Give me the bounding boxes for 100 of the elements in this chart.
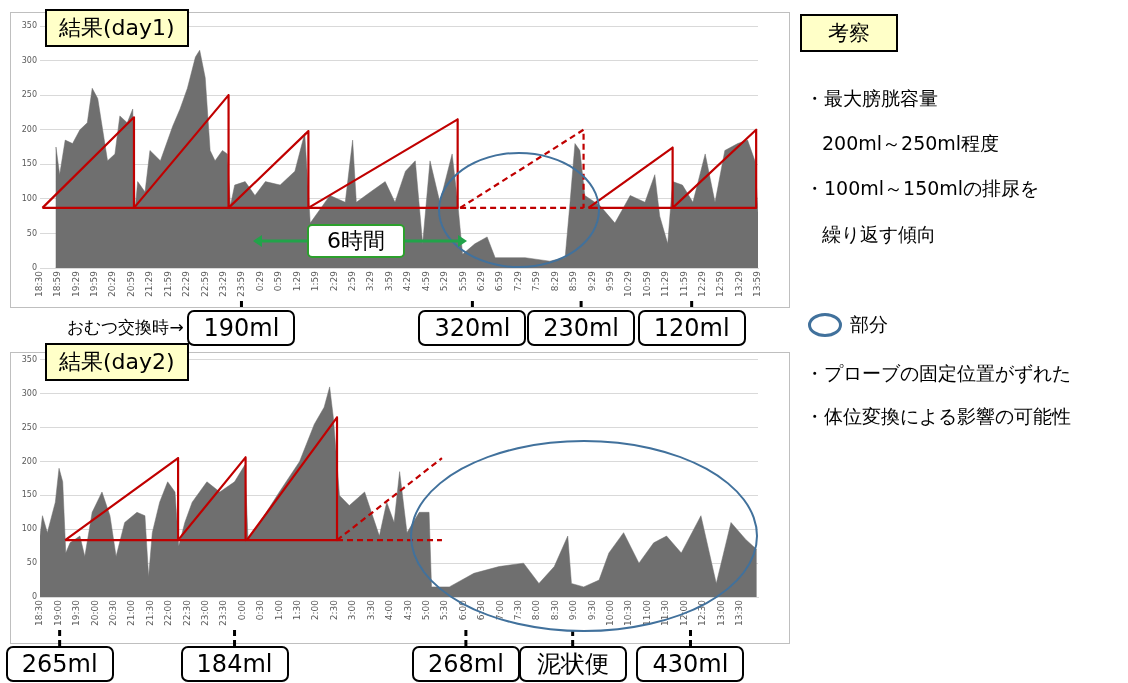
x-tick-label: 7:29: [512, 270, 523, 292]
y-tick-label: 100: [21, 524, 37, 534]
y-tick-label: 250: [21, 422, 37, 432]
x-tick-label: 20:59: [125, 270, 136, 297]
x-tick-label: 6:59: [494, 270, 505, 292]
x-tick-label: 22:30: [181, 599, 192, 626]
text: 繰り返す傾向: [822, 222, 936, 247]
y-tick-label: 200: [21, 124, 37, 134]
x-tick-label: 23:29: [217, 270, 228, 297]
x-tick-label: 19:59: [89, 270, 100, 297]
x-tick-label: 0:30: [255, 599, 266, 621]
x-tick-label: 21:30: [144, 599, 155, 626]
x-tick-label: 12:30: [697, 599, 708, 626]
x-tick-label: 12:59: [715, 270, 726, 297]
x-tick-label: 13:30: [733, 599, 744, 626]
x-tick-label: 2:00: [310, 599, 321, 621]
annotation: 268ml: [411, 646, 520, 682]
x-tick-label: 1:30: [292, 599, 303, 621]
x-tick-label: 13:29: [733, 270, 744, 297]
x-tick-label: 3:30: [365, 599, 376, 621]
x-tick-label: 5:00: [420, 599, 431, 621]
x-tick-label: 20:00: [89, 599, 100, 626]
annotation: 230ml: [527, 310, 636, 346]
x-tick-label: 11:30: [660, 599, 671, 626]
x-tick-label: 7:59: [531, 270, 542, 292]
y-tick-label: 150: [21, 490, 37, 500]
text: おむつ交換時→: [67, 316, 184, 339]
x-tick-label: 23:00: [200, 599, 211, 626]
x-tick-label: 8:29: [549, 270, 560, 292]
y-tick-label: 50: [26, 558, 37, 568]
x-tick-label: 3:00: [347, 599, 358, 621]
x-tick-label: 3:59: [383, 270, 394, 292]
x-tick-label: 5:29: [439, 270, 450, 292]
x-tick-label: 0:00: [236, 599, 247, 621]
annotation: 泥状便: [518, 646, 627, 682]
x-tick-label: 22:29: [181, 270, 192, 297]
x-tick-label: 10:30: [623, 599, 634, 626]
x-tick-label: 4:59: [420, 270, 431, 292]
x-tick-label: 18:30: [34, 599, 45, 626]
text: ・100ml～150mlの排尿を: [805, 176, 1040, 201]
x-tick-label: 7:30: [513, 599, 524, 621]
x-tick-label: 8:30: [549, 599, 560, 621]
y-tick-label: 150: [21, 159, 37, 169]
x-tick-label: 9:59: [604, 270, 615, 292]
y-tick-label: 300: [21, 55, 37, 65]
x-tick-label: 8:59: [568, 270, 579, 292]
x-tick-label: 0:29: [254, 270, 265, 292]
annotation: 184ml: [180, 646, 289, 682]
text: ・最大膀胱容量: [805, 86, 938, 111]
x-tick-label: 9:00: [568, 599, 579, 621]
x-tick-label: 10:59: [641, 270, 652, 297]
x-tick-label: 8:00: [531, 599, 542, 621]
x-tick-label: 23:30: [218, 599, 229, 626]
text: 200ml～250ml程度: [822, 131, 1000, 156]
text: 考察: [800, 14, 898, 52]
y-tick-label: 0: [31, 592, 37, 602]
x-tick-label: 13:59: [752, 270, 763, 297]
x-tick-label: 6:00: [457, 599, 468, 621]
x-tick-label: 22:00: [163, 599, 174, 626]
x-tick-label: 5:30: [439, 599, 450, 621]
x-tick-label: 10:29: [623, 270, 634, 297]
x-tick-label: 11:00: [641, 599, 652, 626]
chart-title: 結果(day2): [45, 342, 189, 381]
x-tick-label: 6:29: [475, 270, 486, 292]
chart-title: 結果(day1): [45, 9, 189, 47]
annotation: 120ml: [637, 310, 746, 346]
y-tick-label: 50: [26, 228, 37, 238]
x-tick-label: 21:00: [126, 599, 137, 626]
text: 部分: [850, 312, 888, 337]
y-tick-label: 100: [21, 193, 37, 203]
x-tick-label: 7:00: [494, 599, 505, 621]
x-tick-label: 0:59: [273, 270, 284, 292]
x-tick-label: 13:00: [715, 599, 726, 626]
x-tick-label: 11:59: [678, 270, 689, 297]
x-tick-label: 21:29: [144, 270, 155, 297]
x-tick-label: 4:00: [384, 599, 395, 621]
annotation: 6時間: [307, 224, 405, 258]
x-tick-label: 12:29: [697, 270, 708, 297]
x-tick-label: 11:29: [660, 270, 671, 297]
x-tick-label: 19:29: [70, 270, 81, 297]
annotation: 320ml: [418, 310, 527, 346]
x-tick-label: 1:59: [310, 270, 321, 292]
x-tick-label: 9:30: [586, 599, 597, 621]
x-tick-label: 4:30: [402, 599, 413, 621]
x-tick-label: 3:29: [365, 270, 376, 292]
y-tick-label: 200: [21, 456, 37, 466]
y-tick-label: 0: [31, 263, 37, 273]
x-tick-label: 9:29: [586, 270, 597, 292]
x-tick-label: 1:29: [291, 270, 302, 292]
x-tick-label: 19:00: [52, 599, 63, 626]
text: ・プローブの固定位置がずれた: [805, 361, 1071, 386]
x-tick-label: 12:00: [678, 599, 689, 626]
x-tick-label: 21:59: [162, 270, 173, 297]
x-tick-label: 2:30: [328, 599, 339, 621]
x-tick-label: 18:59: [52, 270, 63, 297]
x-tick-label: 2:29: [328, 270, 339, 292]
x-tick-label: 1:00: [273, 599, 284, 621]
x-tick-label: 19:30: [71, 599, 82, 626]
x-tick-label: 20:29: [107, 270, 118, 297]
y-tick-label: 300: [21, 388, 37, 398]
